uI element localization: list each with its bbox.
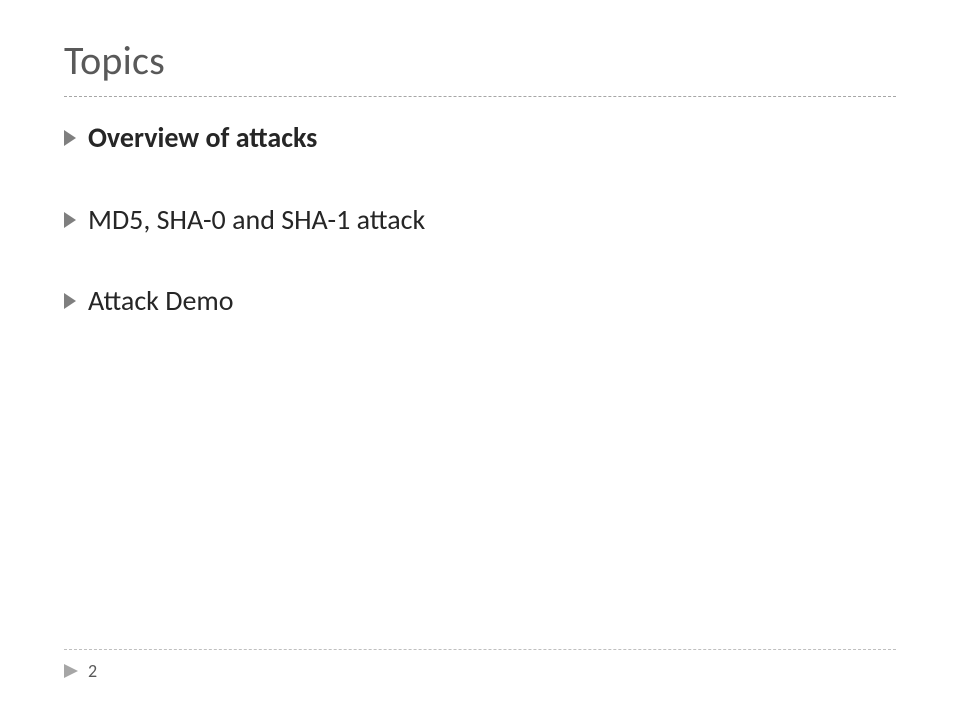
bullet-arrow-icon (64, 212, 76, 228)
slide-content: Overview of attacks MD5, SHA-0 and SHA-1… (64, 103, 896, 318)
bullet-arrow-icon (64, 293, 76, 309)
slide-title: Topics (64, 40, 896, 94)
list-item: Attack Demo (64, 284, 896, 318)
page-arrow-icon (64, 664, 78, 678)
bullet-text: Overview of attacks (88, 121, 317, 155)
bullet-text: MD5, SHA-0 and SHA-1 attack (88, 203, 425, 237)
title-rule (64, 96, 896, 97)
list-item: Overview of attacks (64, 121, 896, 155)
bullet-list: Overview of attacks MD5, SHA-0 and SHA-1… (64, 121, 896, 318)
page-row: 2 (64, 650, 896, 682)
slide: Topics Overview of attacks MD5, SHA-0 an… (0, 0, 960, 720)
page-number: 2 (88, 660, 97, 682)
bullet-text: Attack Demo (88, 284, 234, 318)
slide-footer: 2 (64, 649, 896, 682)
title-rule-wrap (64, 94, 896, 103)
bullet-arrow-icon (64, 130, 76, 146)
list-item: MD5, SHA-0 and SHA-1 attack (64, 203, 896, 237)
